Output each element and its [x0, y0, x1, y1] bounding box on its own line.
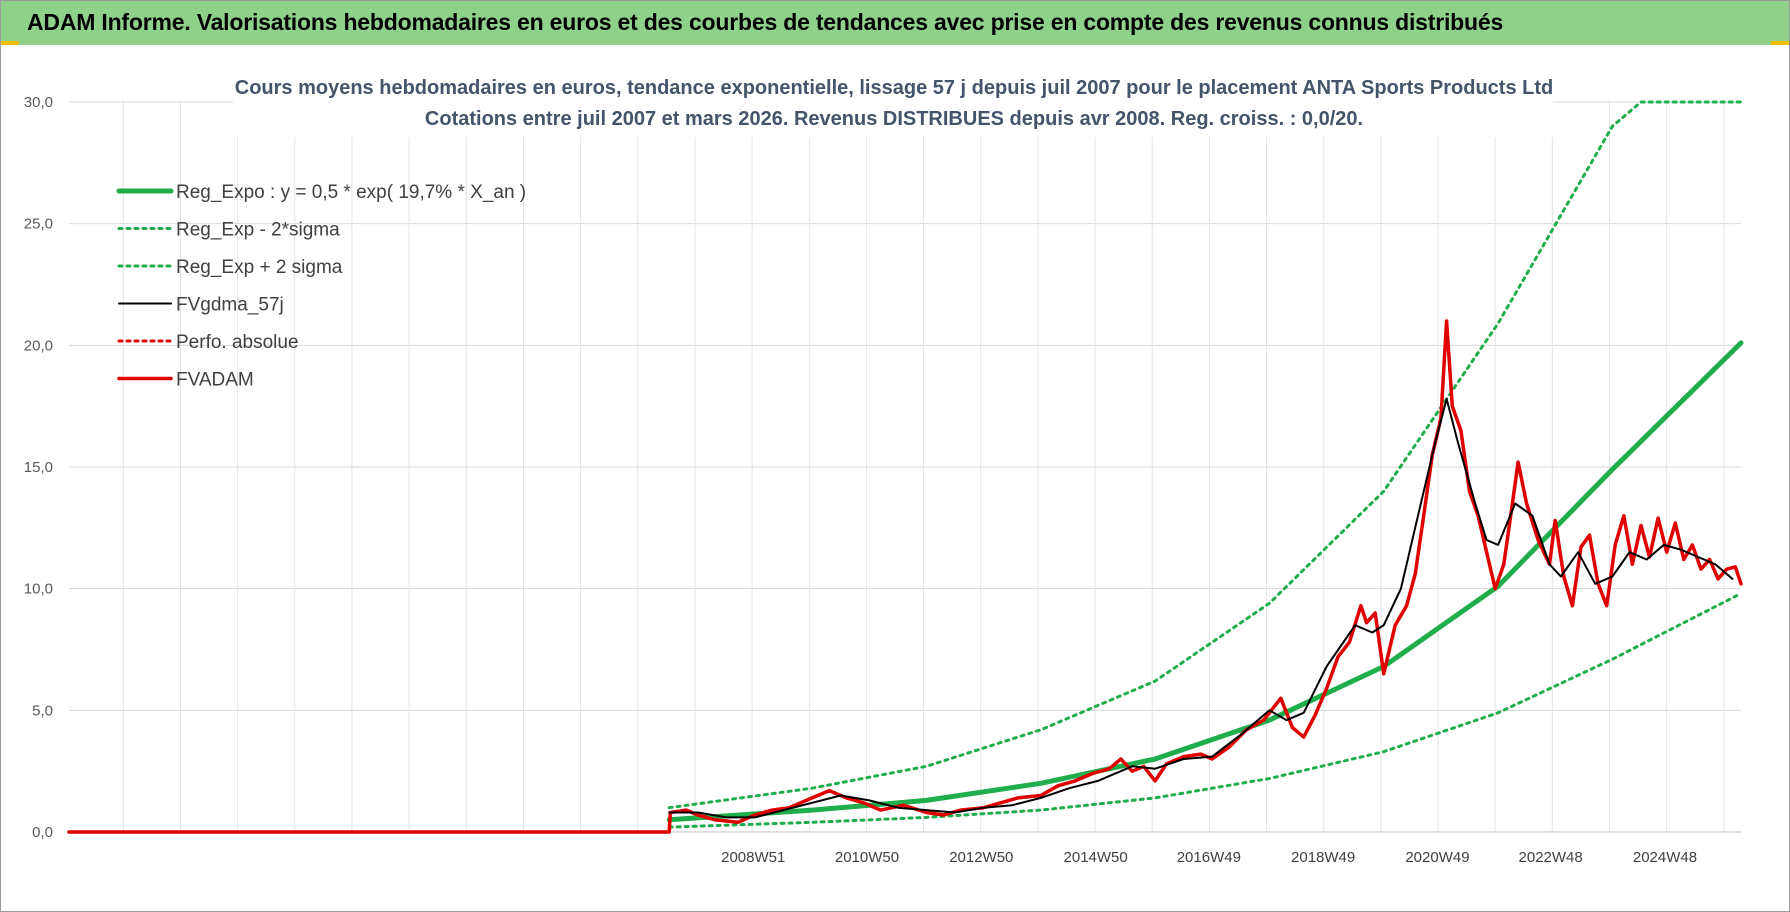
y-tick-label: 5,0: [32, 702, 53, 719]
x-tick-label: 2022W48: [1519, 849, 1583, 866]
x-tick-label: 2014W50: [1064, 849, 1128, 866]
y-tick-label: 25,0: [24, 216, 53, 233]
y-tick-label: 10,0: [24, 581, 53, 598]
y-tick-label: 15,0: [24, 459, 53, 476]
report-title: ADAM Informe. Valorisations hebdomadaire…: [27, 9, 1504, 35]
legend-label-2: Reg_Exp + 2 sigma: [176, 257, 343, 278]
chart-subtitle: Cotations entre juil 2007 et mars 2026. …: [425, 108, 1363, 130]
series-line-2: [667, 100, 1743, 810]
series-line-5: [67, 319, 1743, 834]
title-background: [233, 69, 1553, 137]
x-tick-label: 2024W48: [1633, 849, 1697, 866]
report-banner: ADAM Informe. Valorisations hebdomadaire…: [1, 1, 1789, 45]
y-tick-label: 0,0: [32, 824, 53, 841]
x-tick-label: 2010W50: [835, 849, 899, 866]
corner-mark-top-left: [1, 41, 19, 45]
x-tick-label: 2020W49: [1405, 849, 1469, 866]
x-tick-label: 2008W51: [721, 849, 785, 866]
axes: 0,0 5,0 10,0 15,0 20,0 25,0 30,0 2008W51 2010W50…: [24, 94, 1741, 866]
legend-label-1: Reg_Exp - 2*sigma: [176, 220, 340, 241]
y-tick-label: 20,0: [24, 337, 53, 354]
legend-label-5: FVADAM: [176, 370, 254, 391]
x-tick-label: 2018W49: [1291, 849, 1355, 866]
corner-mark-top-right: [1771, 41, 1789, 45]
series-lines: [67, 100, 1744, 834]
y-tick-label: 30,0: [24, 94, 53, 111]
chart-title: Cours moyens hebdomadaires en euros, ten…: [235, 77, 1554, 99]
legend-label-3: FVgdma_57j: [176, 295, 284, 316]
series-line-1: [667, 592, 1743, 829]
legend: Reg_Expo : y = 0,5 * exp( 19,7% * X_an )…: [116, 182, 526, 391]
plot-background: [1, 47, 1789, 911]
legend-label-4: Perfo. absolue: [176, 332, 299, 353]
legend-label-0: Reg_Expo : y = 0,5 * exp( 19,7% * X_an ): [176, 182, 526, 203]
x-tick-label: 2012W50: [949, 849, 1013, 866]
series-line-3: [668, 397, 1734, 819]
x-tick-label: 2016W49: [1177, 849, 1241, 866]
